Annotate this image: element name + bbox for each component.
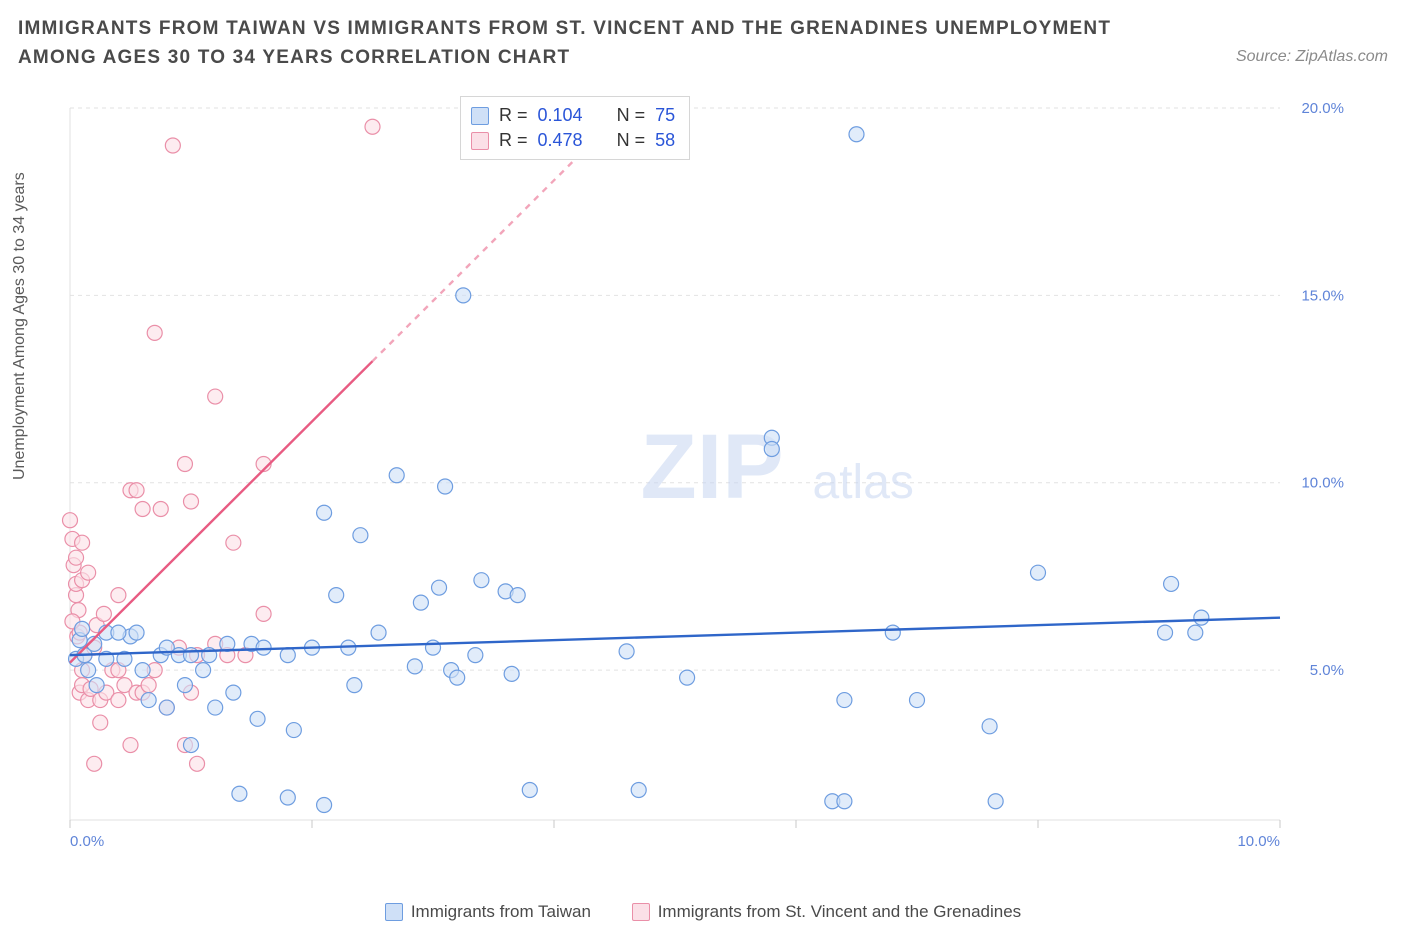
n-label: N = xyxy=(617,128,646,153)
legend-row-taiwan: R = 0.104 N = 75 xyxy=(471,103,675,128)
legend-swatch-taiwan xyxy=(385,903,403,921)
svg-text:0.0%: 0.0% xyxy=(70,833,104,850)
n-value-svg: 58 xyxy=(655,128,675,153)
svg-text:atlas: atlas xyxy=(813,456,914,509)
chart-root: IMMIGRANTS FROM TAIWAN VS IMMIGRANTS FRO… xyxy=(0,0,1406,930)
legend-swatch-svg xyxy=(471,132,489,150)
chart-title: IMMIGRANTS FROM TAIWAN VS IMMIGRANTS FRO… xyxy=(18,14,1158,73)
legend-swatch-svg xyxy=(632,903,650,921)
legend-label-taiwan: Immigrants from Taiwan xyxy=(411,902,591,922)
n-label: N = xyxy=(617,103,646,128)
svg-text:5.0%: 5.0% xyxy=(1310,662,1344,679)
legend-swatch-taiwan xyxy=(471,107,489,125)
svg-text:10.0%: 10.0% xyxy=(1301,475,1344,492)
svg-text:ZIP: ZIP xyxy=(641,416,784,518)
legend-item-svg: Immigrants from St. Vincent and the Gren… xyxy=(632,902,1021,922)
correlation-legend: R = 0.104 N = 75 R = 0.478 N = 58 xyxy=(460,96,690,160)
r-value-taiwan: 0.104 xyxy=(538,103,583,128)
svg-text:20.0%: 20.0% xyxy=(1301,100,1344,117)
scatter-plot: ZIP atlas 5.0% 10.0% 15.0% 20.0% 0.0% 10.0% xyxy=(60,100,1350,865)
y-axis-label: Unemployment Among Ages 30 to 34 years xyxy=(11,172,29,480)
n-value-taiwan: 75 xyxy=(655,103,675,128)
series-legend: Immigrants from Taiwan Immigrants from S… xyxy=(0,902,1406,926)
r-value-svg: 0.478 xyxy=(538,128,583,153)
r-label: R = xyxy=(499,128,528,153)
r-label: R = xyxy=(499,103,528,128)
legend-item-taiwan: Immigrants from Taiwan xyxy=(385,902,591,922)
legend-label-svg: Immigrants from St. Vincent and the Gren… xyxy=(658,902,1021,922)
svg-text:15.0%: 15.0% xyxy=(1301,287,1344,304)
legend-row-svg: R = 0.478 N = 58 xyxy=(471,128,675,153)
svg-text:10.0%: 10.0% xyxy=(1237,833,1280,850)
source-attribution: Source: ZipAtlas.com xyxy=(1236,48,1388,66)
